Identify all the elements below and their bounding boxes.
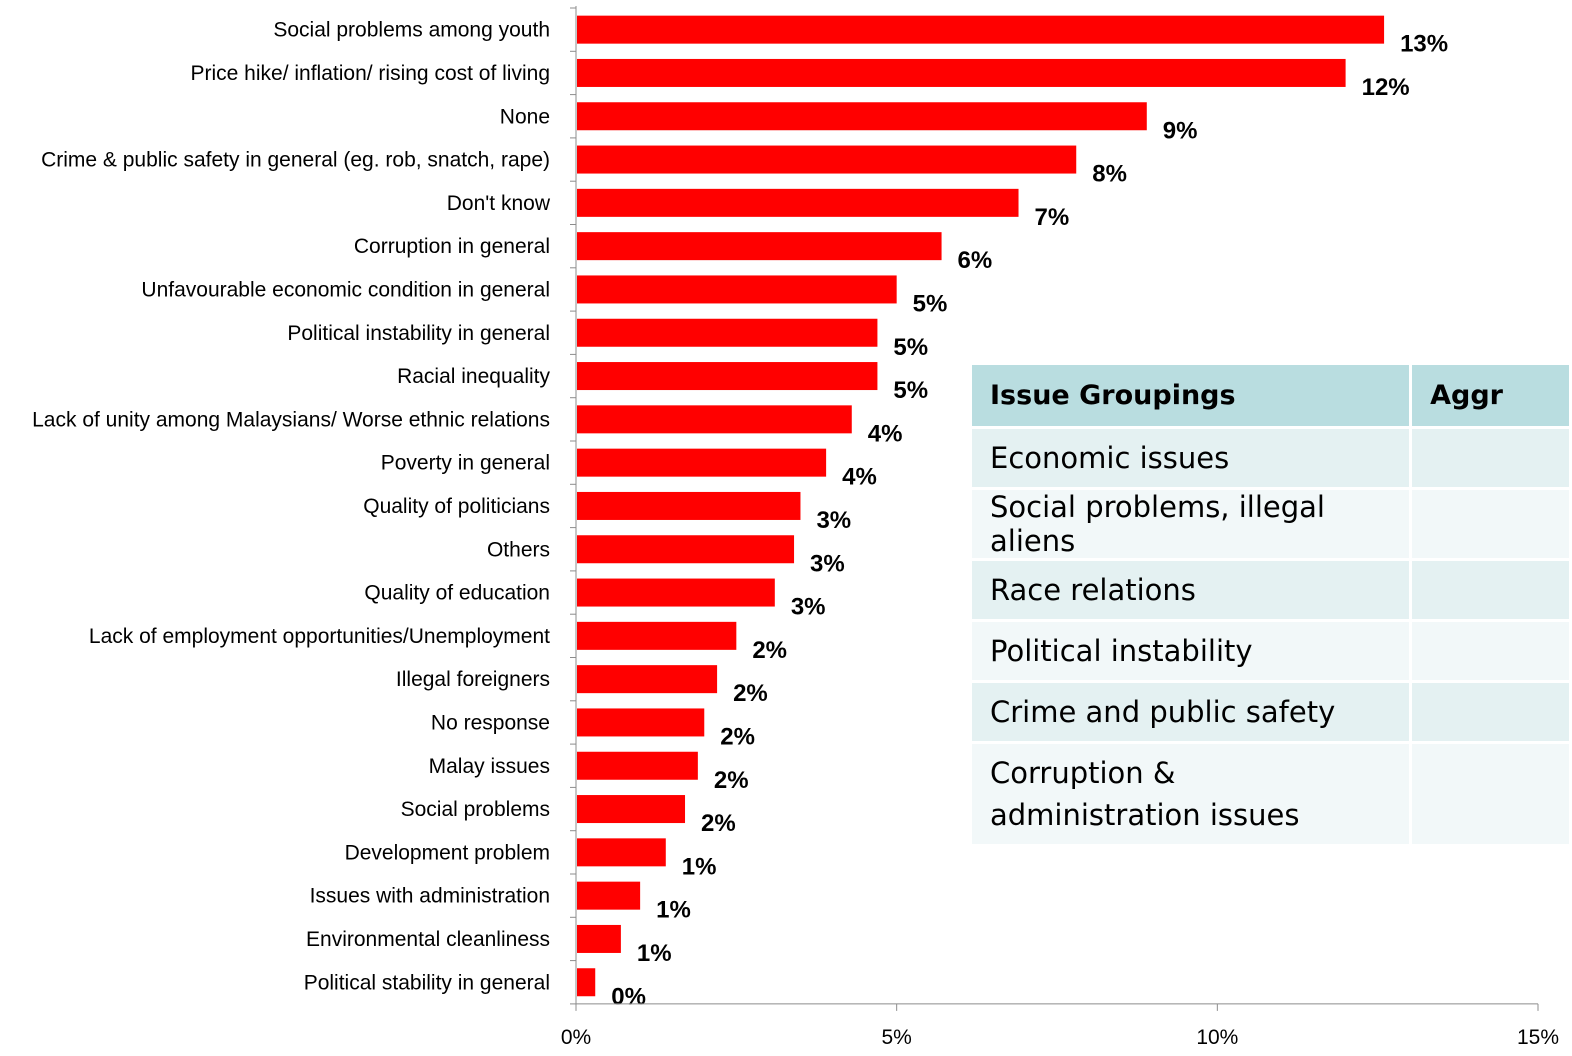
table-row: Political instability bbox=[968, 619, 1572, 683]
category-label: Unfavourable economic condition in gener… bbox=[141, 278, 550, 301]
bar bbox=[577, 751, 698, 780]
data-label: 2% bbox=[714, 767, 749, 794]
data-label: 1% bbox=[656, 897, 691, 924]
data-label: 5% bbox=[913, 290, 948, 317]
bar bbox=[577, 318, 878, 347]
axis-layer: 0% 5% 10% 15% bbox=[561, 6, 1559, 1049]
bar bbox=[577, 795, 686, 824]
category-label: Quality of politicians bbox=[363, 495, 550, 518]
data-label: 5% bbox=[893, 334, 928, 361]
data-label: 9% bbox=[1163, 117, 1198, 144]
bar bbox=[577, 275, 897, 304]
category-label: Social problems among youth bbox=[273, 19, 550, 42]
bar bbox=[577, 15, 1385, 44]
x-tick-label: 0% bbox=[561, 1026, 591, 1049]
bar bbox=[577, 665, 718, 694]
bar bbox=[577, 232, 942, 261]
data-label: 4% bbox=[868, 420, 903, 447]
bar bbox=[577, 881, 641, 910]
data-label: 2% bbox=[720, 723, 755, 750]
category-label: Price hike/ inflation/ rising cost of li… bbox=[191, 62, 551, 85]
category-label: No response bbox=[431, 711, 550, 734]
aggregate-cell bbox=[1409, 619, 1572, 683]
category-label: Development problem bbox=[345, 841, 550, 864]
x-tick-label: 10% bbox=[1196, 1026, 1238, 1049]
category-label: Racial inequality bbox=[397, 365, 550, 388]
data-label: 12% bbox=[1362, 74, 1410, 101]
category-label: Malay issues bbox=[429, 755, 550, 778]
bar bbox=[577, 578, 775, 607]
grouping-name: Race relations bbox=[968, 558, 1413, 622]
category-label: Political stability in general bbox=[304, 971, 550, 994]
data-label: 2% bbox=[733, 680, 768, 707]
data-label: 7% bbox=[1035, 204, 1070, 231]
data-label: 3% bbox=[791, 594, 826, 621]
bar bbox=[577, 838, 666, 867]
data-label: 2% bbox=[701, 810, 736, 837]
header-issue-groupings: Issue Groupings bbox=[968, 362, 1413, 429]
data-label: 1% bbox=[637, 940, 672, 967]
data-label: 3% bbox=[816, 507, 851, 534]
category-label: Lack of employment opportunities/Unemplo… bbox=[89, 625, 550, 648]
aggregate-cell bbox=[1409, 487, 1572, 561]
data-label: 4% bbox=[842, 464, 877, 491]
aggregate-cell bbox=[1409, 741, 1572, 847]
aggregate-cell bbox=[1409, 426, 1572, 490]
x-tick-label: 5% bbox=[881, 1026, 911, 1049]
bar bbox=[577, 708, 705, 737]
bar bbox=[577, 58, 1346, 87]
bars-layer: Social problems among youth 13% Price hike… bbox=[32, 15, 1448, 1010]
bar bbox=[577, 535, 795, 564]
category-label: Crime & public safety in general (eg. ro… bbox=[41, 149, 550, 172]
aggregate-cell bbox=[1409, 680, 1572, 744]
bar bbox=[577, 188, 1019, 217]
issue-groupings-table: Issue Groupings Aggr Economic issues Soc… bbox=[968, 362, 1572, 847]
table-row: Crime and public safety bbox=[968, 680, 1572, 744]
category-label: Lack of unity among Malaysians/ Worse et… bbox=[32, 408, 550, 431]
header-aggregate: Aggr bbox=[1409, 362, 1572, 429]
category-label: Corruption in general bbox=[354, 235, 550, 258]
category-label: Political instability in general bbox=[287, 322, 550, 345]
data-label: 8% bbox=[1092, 161, 1127, 188]
table-row: Corruption & administration issues bbox=[968, 741, 1572, 847]
data-label: 5% bbox=[893, 377, 928, 404]
x-tick-label: 15% bbox=[1517, 1026, 1559, 1049]
data-label: 2% bbox=[752, 637, 787, 664]
grouping-name: Crime and public safety bbox=[968, 680, 1413, 744]
table-row: Economic issues bbox=[968, 426, 1572, 490]
bar bbox=[577, 102, 1147, 131]
data-label: 0% bbox=[611, 983, 646, 1010]
data-label: 6% bbox=[958, 247, 993, 274]
category-label: Social problems bbox=[401, 798, 550, 821]
table-row: Race relations bbox=[968, 558, 1572, 622]
category-label: Poverty in general bbox=[381, 452, 550, 475]
category-label: None bbox=[500, 105, 550, 128]
category-label: Quality of education bbox=[364, 582, 550, 605]
table-header-row: Issue Groupings Aggr bbox=[968, 362, 1572, 429]
bar bbox=[577, 405, 852, 434]
grouping-name: Political instability bbox=[968, 619, 1413, 683]
bar bbox=[577, 145, 1077, 174]
category-label: Issues with administration bbox=[310, 885, 550, 908]
category-label: Others bbox=[487, 538, 550, 561]
bar bbox=[577, 362, 878, 391]
category-label: Illegal foreigners bbox=[396, 668, 550, 691]
category-label: Don't know bbox=[447, 192, 551, 215]
grouping-name: Economic issues bbox=[968, 426, 1413, 490]
data-label: 3% bbox=[810, 550, 845, 577]
grouping-name: Social problems, illegal aliens bbox=[968, 487, 1413, 561]
category-label: Environmental cleanliness bbox=[306, 928, 550, 951]
bar bbox=[577, 968, 596, 997]
aggregate-cell bbox=[1409, 558, 1572, 622]
bar bbox=[577, 491, 801, 520]
data-label: 13% bbox=[1400, 31, 1448, 58]
bar bbox=[577, 621, 737, 650]
bar bbox=[577, 924, 621, 953]
table-row: Social problems, illegal aliens bbox=[968, 487, 1572, 561]
bar bbox=[577, 448, 827, 477]
grouping-name: Corruption & administration issues bbox=[968, 741, 1413, 847]
data-label: 1% bbox=[682, 853, 717, 880]
